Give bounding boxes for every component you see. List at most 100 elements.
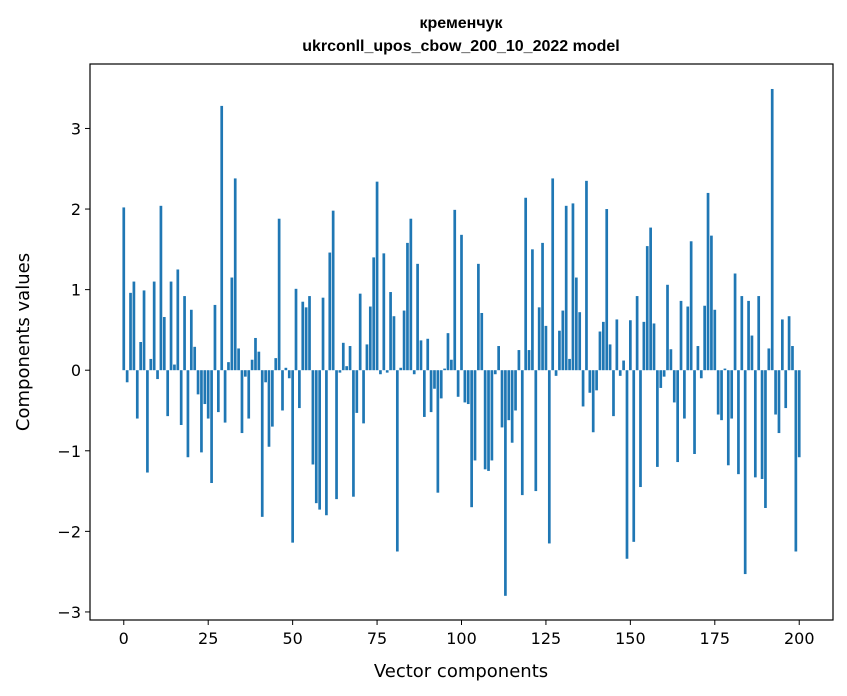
bar-99 (456, 370, 460, 397)
bar-162 (669, 349, 673, 371)
bar-87 (416, 263, 419, 371)
bar-111 (497, 346, 500, 371)
bar-199 (794, 370, 798, 552)
bar-74 (372, 257, 376, 371)
bar-70 (358, 293, 362, 371)
bar-4 (135, 370, 139, 419)
bar-145 (612, 370, 615, 417)
bar-60 (325, 370, 328, 516)
bar-38 (250, 359, 254, 371)
bar-113 (504, 370, 507, 596)
bar-78 (385, 370, 389, 373)
bar-140 (595, 370, 598, 391)
bar-94 (439, 370, 443, 399)
bar-54 (304, 307, 308, 371)
bar-25 (206, 370, 210, 419)
bar-183 (740, 296, 744, 371)
bar-12 (162, 317, 166, 371)
bar-105 (477, 263, 480, 371)
y-tick-label: −1 (57, 442, 81, 461)
y-tick-label: 0 (71, 361, 81, 380)
bar-30 (223, 370, 227, 423)
bar-39 (254, 337, 257, 371)
bar-1 (125, 370, 129, 383)
bar-55 (308, 296, 311, 371)
bar-2 (129, 292, 132, 371)
bar-91 (429, 370, 433, 413)
bar-182 (737, 370, 740, 475)
bar-20 (189, 309, 193, 371)
chart-title-line2: ukrconll_upos_cbow_200_10_2022 model (302, 38, 619, 55)
bar-133 (571, 203, 575, 371)
bar-144 (608, 344, 612, 371)
bar-27 (213, 304, 217, 371)
bar-132 (568, 358, 571, 371)
bar-158 (656, 370, 659, 467)
bar-101 (463, 370, 467, 403)
bar-110 (493, 370, 497, 375)
bar-88 (419, 340, 423, 371)
bar-151 (632, 370, 636, 542)
bar-42 (264, 370, 267, 383)
bar-194 (777, 370, 781, 434)
bar-146 (615, 319, 619, 371)
bar-52 (298, 370, 301, 409)
y-tick-label: 3 (71, 119, 81, 138)
bar-116 (514, 370, 517, 411)
bar-157 (652, 323, 656, 371)
bar-173 (706, 192, 710, 371)
bar-81 (395, 370, 399, 552)
bar-167 (686, 306, 690, 371)
bar-166 (683, 370, 686, 419)
bar-10 (156, 370, 159, 380)
bar-76 (379, 370, 382, 375)
bar-82 (399, 367, 403, 371)
bar-187 (753, 370, 757, 478)
bar-59 (321, 297, 325, 371)
bar-79 (389, 292, 392, 371)
bar-53 (301, 301, 305, 371)
bar-137 (585, 180, 588, 371)
bar-156 (649, 227, 652, 371)
x-tick-label: 150 (615, 629, 646, 648)
bar-196 (784, 370, 788, 409)
bar-29 (220, 105, 224, 371)
bar-109 (490, 370, 494, 461)
bar-160 (662, 370, 666, 377)
bar-68 (352, 370, 355, 497)
bar-102 (466, 370, 470, 405)
bar-0 (122, 207, 126, 371)
bar-26 (210, 370, 213, 484)
bar-89 (423, 370, 426, 417)
bar-17 (179, 370, 183, 425)
bar-3 (132, 281, 136, 371)
bar-41 (260, 370, 264, 517)
bar-86 (412, 370, 416, 375)
bar-58 (318, 370, 321, 510)
bar-168 (689, 241, 693, 371)
bar-50 (291, 370, 294, 543)
bar-123 (537, 307, 541, 371)
bar-115 (510, 370, 514, 443)
bar-14 (169, 281, 173, 371)
bar-32 (230, 277, 234, 371)
bar-164 (676, 370, 679, 463)
bar-169 (693, 370, 696, 454)
bar-127 (551, 178, 555, 371)
bar-142 (601, 321, 605, 371)
bar-139 (591, 370, 595, 433)
bar-150 (629, 320, 632, 371)
bar-177 (720, 370, 723, 421)
bar-13 (166, 370, 170, 417)
bar-174 (710, 235, 713, 371)
bar-186 (750, 335, 754, 371)
bar-176 (716, 370, 720, 415)
bar-185 (747, 300, 750, 371)
bar-107 (483, 370, 487, 470)
bar-48 (284, 367, 288, 371)
y-tick-label: 2 (71, 200, 81, 219)
bar-155 (645, 246, 649, 371)
bar-178 (723, 368, 727, 371)
bar-11 (159, 205, 163, 371)
